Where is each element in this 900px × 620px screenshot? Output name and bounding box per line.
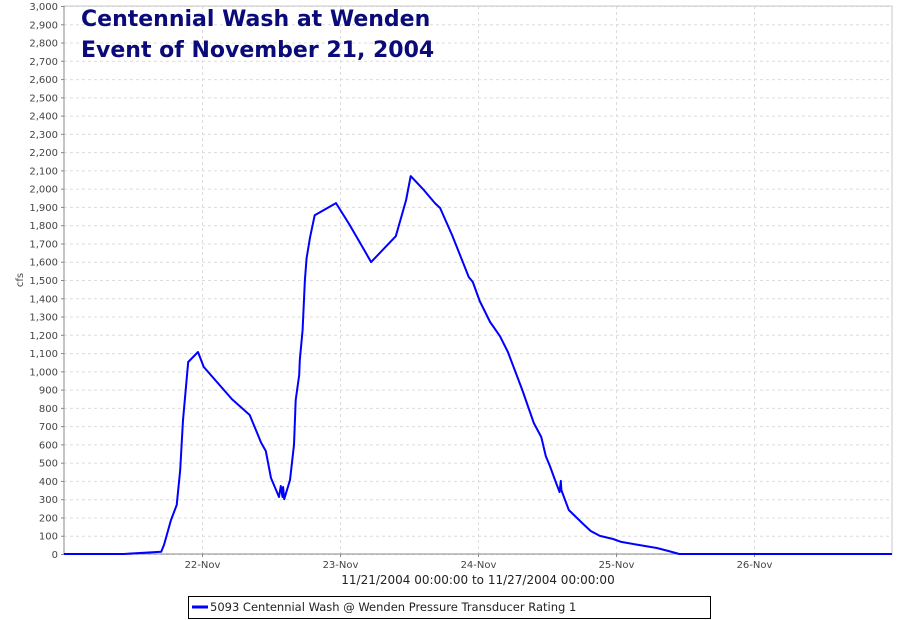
grid-lines [64, 6, 892, 555]
y-tick-label: 2,500 [29, 93, 58, 104]
y-tick-label: 600 [39, 440, 58, 451]
x-tick-label: 24-Nov [461, 560, 497, 571]
legend-box [188, 596, 711, 619]
y-tick-label: 700 [39, 422, 58, 433]
y-axis-ticks: 0 100 200 300 400 500 600 700 800 900 1,000 1,100 1,… [29, 2, 64, 561]
legend-label: 5093 Centennial Wash @ Wenden Pressure T… [210, 600, 576, 614]
y-tick-label: 2,200 [29, 148, 58, 159]
legend: 5093 Centennial Wash @ Wenden Pressure T… [188, 596, 711, 619]
y-tick-label: 1,700 [29, 239, 58, 250]
y-tick-label: 2,600 [29, 75, 58, 86]
y-tick-label: 1,900 [29, 203, 58, 214]
y-tick-label: 1,300 [29, 313, 58, 324]
y-tick-label: 1,100 [29, 349, 58, 360]
series-line-5093 [64, 175, 892, 555]
y-tick-label: 300 [39, 495, 58, 506]
y-tick-label: 0 [52, 550, 58, 561]
y-tick-label: 1,400 [29, 294, 58, 305]
chart-title-line-2: Event of November 21, 2004 [81, 38, 434, 63]
y-tick-label: 2,700 [29, 57, 58, 68]
x-axis-ticks: 22-Nov 23-Nov 24-Nov 25-Nov 26-Nov [185, 554, 773, 571]
y-tick-label: 1,600 [29, 258, 58, 269]
y-tick-label: 200 [39, 513, 58, 524]
y-tick-label: 2,800 [29, 39, 58, 50]
x-tick-label: 25-Nov [599, 560, 635, 571]
x-tick-label: 26-Nov [737, 560, 773, 571]
y-tick-label: 2,300 [29, 130, 58, 141]
y-tick-label: 1,000 [29, 367, 58, 378]
y-tick-label: 1,800 [29, 221, 58, 232]
x-tick-label: 22-Nov [185, 560, 221, 571]
y-tick-label: 800 [39, 404, 58, 415]
y-tick-label: 2,000 [29, 185, 58, 196]
y-tick-label: 2,100 [29, 166, 58, 177]
y-tick-label: 1,200 [29, 331, 58, 342]
x-axis-label: 11/21/2004 00:00:00 to 11/27/2004 00:00:… [341, 573, 614, 587]
y-tick-label: 100 [39, 532, 58, 543]
chart-title-line-1: Centennial Wash at Wenden [81, 7, 430, 32]
x-tick-label: 23-Nov [323, 560, 359, 571]
y-tick-label: 3,000 [29, 2, 58, 13]
y-tick-label: 2,400 [29, 112, 58, 123]
y-tick-label: 1,500 [29, 276, 58, 287]
y-tick-label: 500 [39, 459, 58, 470]
y-tick-label: 900 [39, 386, 58, 397]
y-axis-label: cfs [15, 273, 26, 287]
y-tick-label: 2,900 [29, 20, 58, 31]
y-tick-label: 400 [39, 477, 58, 488]
